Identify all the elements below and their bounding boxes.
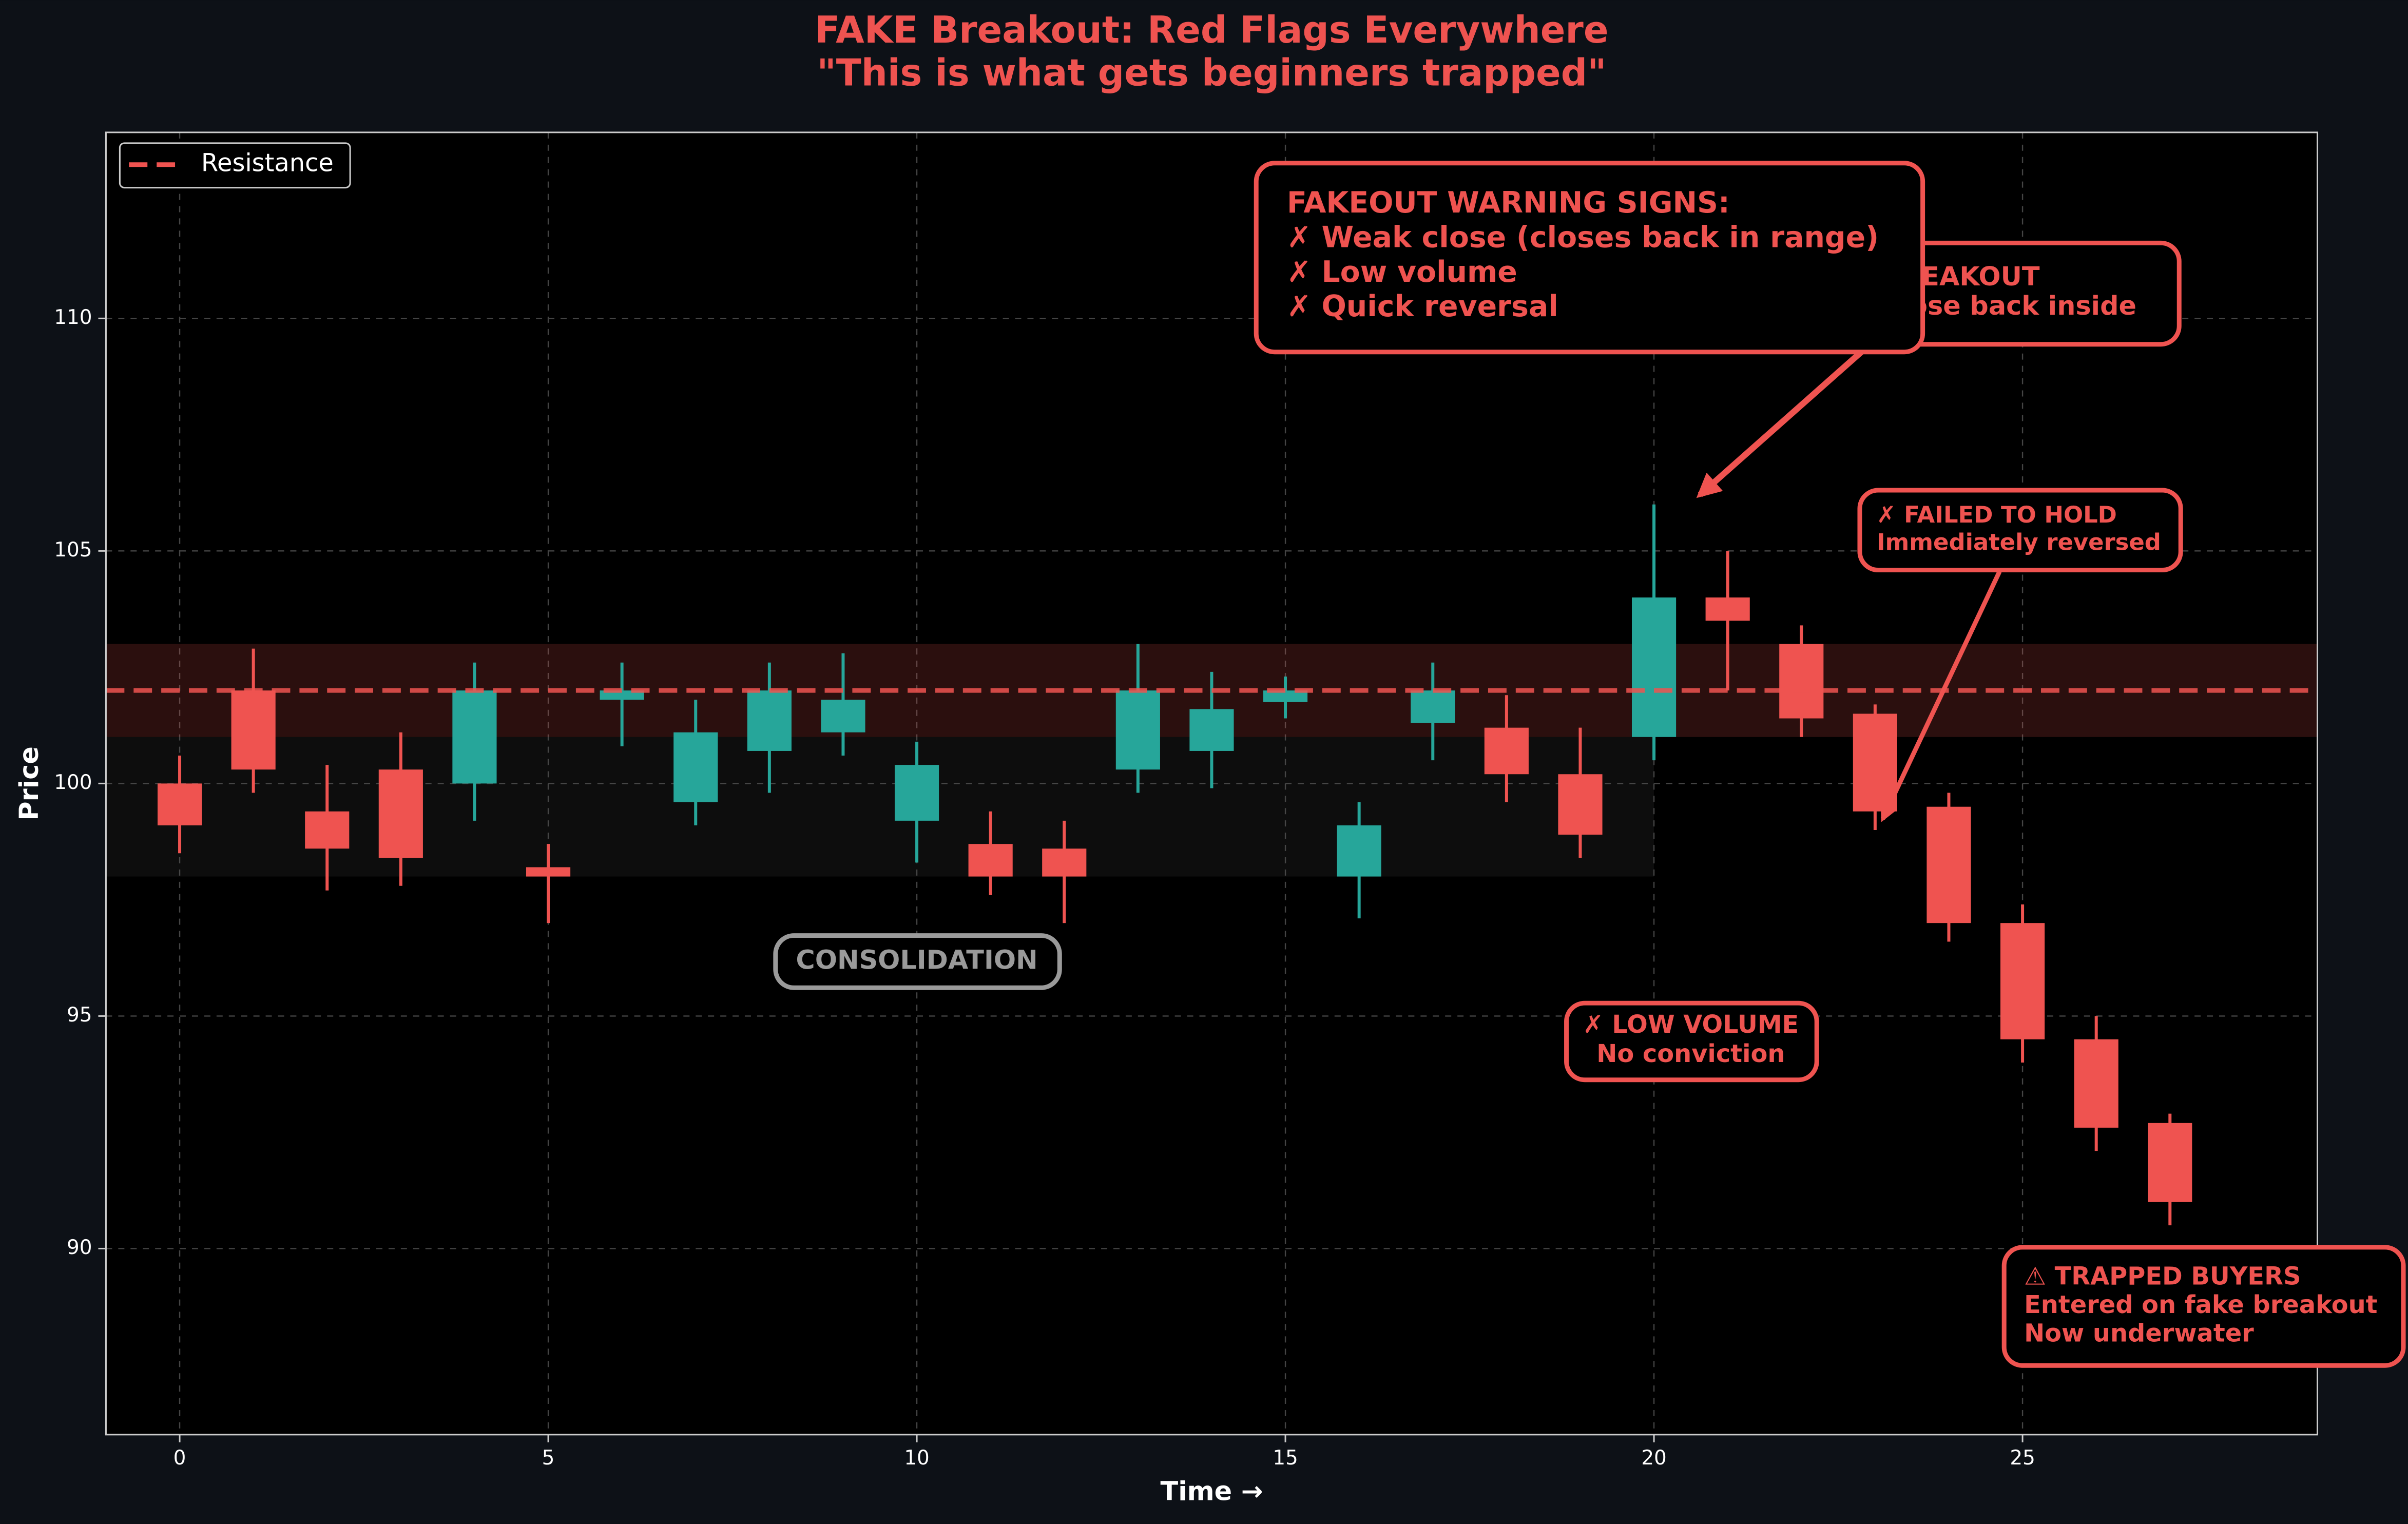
candle-body [305,811,350,849]
x-tick-label: 0 [174,1446,186,1470]
annotation-text: CONSOLIDATION [796,944,1037,975]
candle-body [2000,923,2045,1039]
candle-body [1411,690,1455,723]
candle-body [1705,597,1750,621]
candle-body [1115,690,1160,770]
candle-body [452,690,497,784]
x-tick-label: 20 [1641,1446,1666,1470]
y-tick-label: 100 [54,771,92,794]
candle-body [1337,825,1381,877]
candle-body [821,700,865,732]
annotation-text: Entered on fake breakout [2024,1291,2377,1319]
candle-body [1189,709,1234,751]
legend-box [119,142,351,189]
candle-body [600,690,644,700]
legend-label: Resistance [201,149,334,178]
candle-body [231,690,276,770]
candle-body [2148,1123,2192,1202]
candle-body [1558,774,1603,835]
x-tick-label: 5 [542,1446,555,1470]
annotation-text: No conviction [1596,1040,1785,1068]
x-tick-label: 25 [2010,1446,2035,1470]
candle-body [2074,1039,2118,1128]
candle-body [1927,806,1971,923]
annotation-box [773,933,1062,990]
annotation-box [1857,488,2183,573]
candle-body [968,844,1013,877]
overlay [106,350,2318,822]
annotation-text: FAKEOUT WARNING SIGNS: [1287,186,1730,220]
y-axis-label: Price [14,746,44,820]
y-tick-label: 105 [54,538,92,562]
candle-body [1779,644,1824,719]
annotation-text: ✗ FAILED TO HOLD [1877,501,2117,528]
annotation-text: ✗ Quick reversal [1287,290,1558,323]
candle-body [894,765,939,821]
annotation-text: Now underwater [2024,1319,2254,1347]
x-tick-label: 10 [904,1446,929,1470]
candle-body [157,783,202,825]
x-axis-label: Time → [1161,1476,1263,1507]
y-tick-label: 90 [67,1236,92,1259]
annotation-box [2001,1245,2406,1368]
annotation-box [1254,161,1925,355]
chart-subtitle: "This is what gets beginners trapped" [817,51,1606,94]
y-tick-label: 110 [54,306,92,329]
candle-body [747,690,792,751]
chart-title: FAKE Breakout: Red Flags Everywhere [815,8,1608,51]
candle-body [1263,690,1308,702]
arrow [1696,350,1863,498]
candle-body [1631,597,1677,737]
arrow [1880,570,2002,822]
candle-body [673,732,718,802]
annotation-text: ⚠ TRAPPED BUYERS [2024,1263,2301,1291]
annotation-box [1564,1000,1819,1083]
candle-body [526,867,571,877]
annotation-text: ✗ Low volume [1287,255,1517,289]
x-tick-label: 15 [1273,1446,1298,1470]
candle-body [1042,848,1087,877]
annotation-text: ✗ LOW VOLUME [1583,1011,1799,1039]
zone [106,737,1654,877]
candle-body [1484,727,1529,775]
y-tick-label: 95 [67,1004,92,1027]
candle-body [378,769,423,858]
legend: Resistance [119,142,351,189]
annotation-text: Immediately reversed [1877,529,2161,556]
annotation-text: ✗ Weak close (closes back in range) [1287,220,1879,254]
candle-body [1853,713,1897,812]
